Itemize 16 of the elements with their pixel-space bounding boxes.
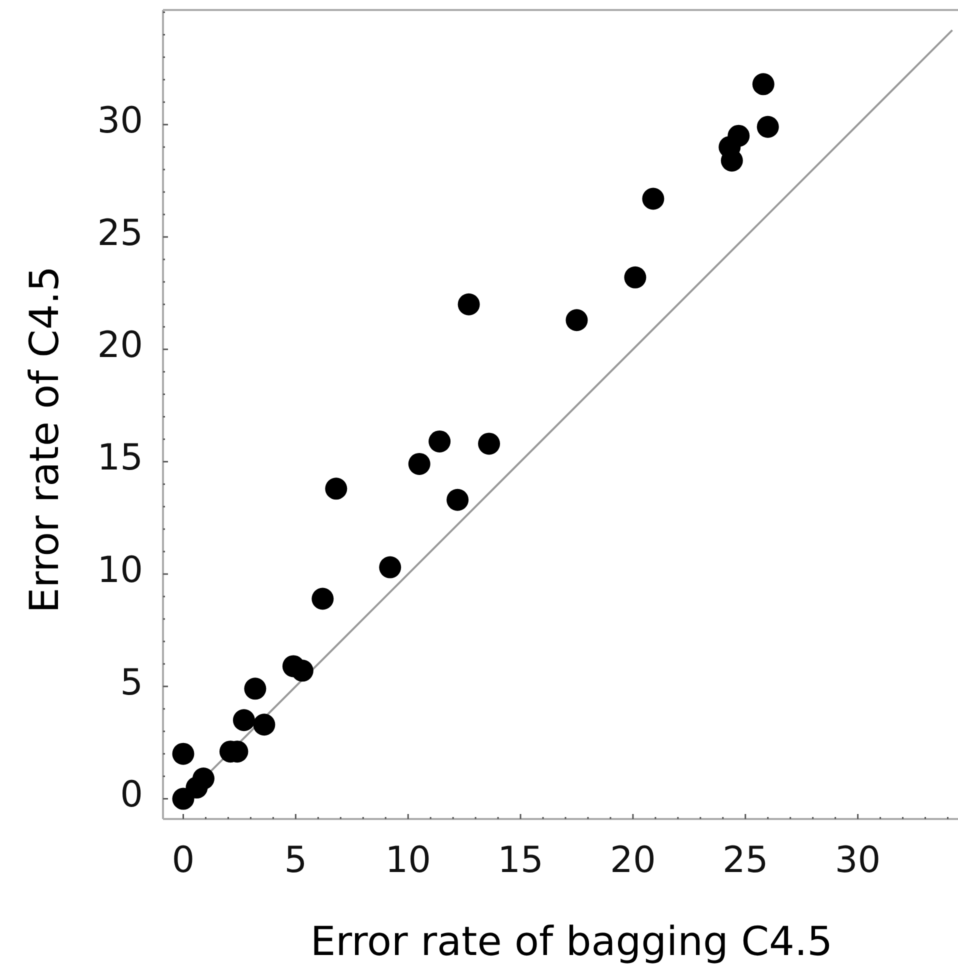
y-tick-label: 0 [120, 774, 143, 816]
x-tick-label: 15 [498, 840, 544, 881]
y-tick-label: 15 [97, 438, 143, 479]
y-axis-title: Error rate of C4.5 [22, 266, 68, 613]
x-tick-label: 5 [284, 840, 308, 881]
y-tick-label: 5 [120, 662, 143, 704]
x-tick-label: 0 [172, 840, 195, 881]
x-axis-title: Error rate of bagging C4.5 [310, 919, 833, 965]
y-tick-label: 25 [97, 212, 143, 254]
x-tick-label: 10 [385, 840, 431, 881]
x-tick-label: 20 [610, 840, 656, 881]
y-tick-label: 30 [97, 100, 143, 142]
x-tick-label: 25 [722, 840, 768, 881]
y-tick-label: 10 [97, 550, 143, 591]
y-tick-label: 20 [97, 325, 143, 366]
x-tick-label: 30 [834, 840, 881, 881]
